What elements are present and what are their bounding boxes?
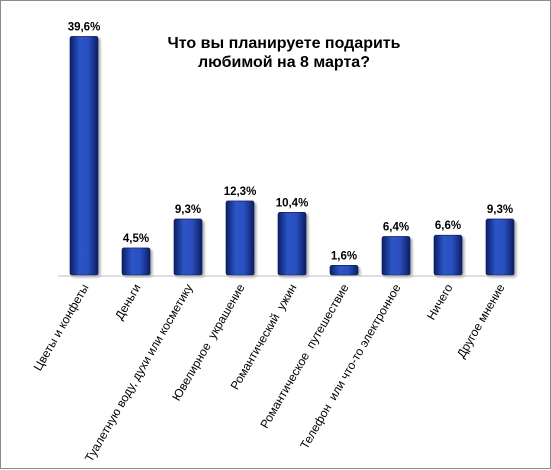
data-label-3: 9,3%: [175, 204, 201, 216]
category-label-2: Деньги: [112, 282, 144, 323]
data-label-2: 4,5%: [123, 233, 149, 245]
data-label-6: 1,6%: [331, 250, 357, 262]
category-label-7: Телефон или что-то электронное: [297, 281, 403, 451]
category-label-3: Туалетную воду, духи или косметику: [82, 282, 196, 465]
bar-9: [485, 218, 515, 276]
bar-5: [277, 212, 307, 276]
category-label-6: Романтическое путешествие: [257, 281, 351, 431]
data-label-7: 6,4%: [383, 221, 409, 233]
bars-group: [69, 36, 515, 276]
bar-6: [329, 265, 359, 276]
data-label-8: 6,6%: [435, 220, 461, 232]
data-label-5: 10,4%: [276, 197, 309, 209]
data-label-9: 9,3%: [487, 204, 513, 216]
data-label-1: 39,6%: [68, 21, 101, 33]
bar-3: [173, 218, 203, 276]
chart-title-line-1: Что вы планируете подарить: [168, 35, 401, 52]
bar-4: [225, 200, 255, 276]
value-labels-group: 39,6% 4,5% 9,3% 12,3% 10,4% 1,6% 6,4% 6,6% 9,3%: [68, 21, 513, 262]
data-label-4: 12,3%: [224, 186, 257, 198]
category-label-9: Другое мнение: [454, 281, 508, 360]
bar-1: [69, 36, 99, 276]
bar-8: [433, 234, 463, 276]
category-label-1: Цветы и конфеты: [31, 282, 92, 374]
bar-7: [381, 236, 411, 276]
chart-title-line-2: любимой на 8 марта?: [198, 54, 370, 71]
category-label-8: Ничего: [424, 281, 456, 322]
bar-2: [121, 247, 151, 276]
